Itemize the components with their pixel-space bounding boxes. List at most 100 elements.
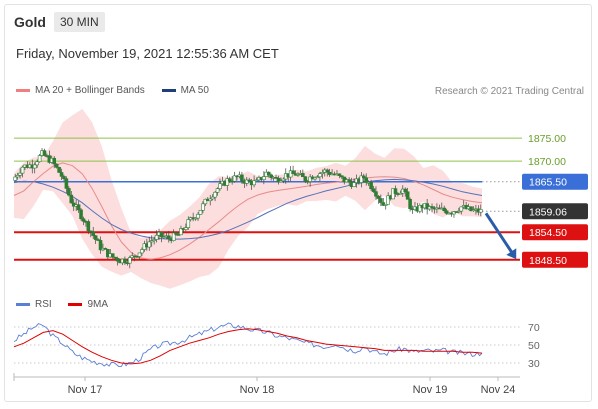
candle-body <box>383 203 388 206</box>
ma50-swatch-icon <box>161 89 176 92</box>
candle-body <box>230 180 234 183</box>
candle-body <box>430 206 434 209</box>
candle-body <box>81 218 86 222</box>
target-badge-4 <box>522 224 588 241</box>
candle-body <box>59 172 64 177</box>
candle-body <box>52 157 57 165</box>
candle-body <box>37 155 42 163</box>
legend-item-ma9: 9MA <box>68 299 108 310</box>
candle-body <box>369 181 373 190</box>
legend-label-rsi: RSI <box>35 299 52 310</box>
candle-body <box>210 196 215 200</box>
candle-body <box>86 221 91 232</box>
candle-body <box>149 240 154 243</box>
candle-body <box>152 239 156 241</box>
ma20-line <box>13 162 483 260</box>
candle-body <box>347 179 351 183</box>
candle-body <box>115 257 120 262</box>
candle-body <box>469 206 473 212</box>
rsi-tick-30: 30 <box>528 358 540 370</box>
candle-body <box>247 179 252 182</box>
candle-body <box>186 219 191 228</box>
candle-body <box>171 232 176 241</box>
candle-body <box>337 173 342 176</box>
candle-body <box>166 235 171 239</box>
chart-header: Gold 30 MIN <box>4 4 592 38</box>
ma50-line <box>13 178 483 240</box>
pivot-badge <box>522 173 588 190</box>
rsi-legend: RSI 9MA <box>16 298 122 310</box>
candle-body <box>215 188 220 193</box>
candle-body <box>91 231 96 236</box>
legend-item-rsi: RSI <box>16 299 52 310</box>
candle-body <box>376 195 381 199</box>
candle-body <box>208 198 213 202</box>
candle-body <box>393 188 398 194</box>
legend-item-ma50: MA 50 <box>161 85 209 96</box>
candle-body <box>88 230 93 233</box>
candle-body <box>279 180 283 183</box>
candle-body <box>35 161 39 166</box>
legend-item-ma20: MA 20 + Bollinger Bands <box>16 85 145 96</box>
candle-body <box>13 176 18 181</box>
target-label-4: 1854.50 <box>529 227 567 239</box>
candle-body <box>198 209 203 215</box>
candle-body <box>62 176 66 180</box>
candle-body <box>201 203 205 211</box>
candle-body <box>457 210 461 213</box>
candle-body <box>213 191 217 198</box>
candle-body <box>266 171 271 176</box>
candle-body <box>361 175 366 179</box>
x-tick-label-2: Nov 19 <box>413 384 448 396</box>
candle-body <box>98 240 103 251</box>
candle-body <box>418 204 422 212</box>
candle-body <box>442 207 447 212</box>
candle-body <box>301 173 305 178</box>
projection-arrow-head-icon <box>506 248 517 260</box>
candle-body <box>20 166 25 174</box>
candle-body <box>359 175 364 183</box>
candle-body <box>327 171 332 175</box>
candle-body <box>318 173 322 178</box>
candle-body <box>232 175 237 182</box>
candle-body <box>113 256 117 259</box>
candle-body <box>127 257 132 264</box>
timestamp: Friday, November 19, 2021 12:55:36 AM CE… <box>16 46 279 61</box>
ma20-swatch-icon <box>16 89 30 92</box>
candle-body <box>313 177 317 180</box>
candle-body <box>106 248 110 258</box>
candle-body <box>276 177 281 183</box>
candle-body <box>471 209 476 212</box>
candle-body <box>291 170 295 174</box>
candle-body <box>325 169 330 173</box>
candle-body <box>67 188 71 196</box>
candle-body <box>296 174 300 176</box>
rsi-tick-70: 70 <box>528 322 540 334</box>
candle-body <box>315 176 320 179</box>
candle-body <box>227 178 232 182</box>
timeframe-badge[interactable]: 30 MIN <box>54 12 105 32</box>
candle-body <box>252 180 256 186</box>
candle-body <box>42 150 47 156</box>
candle-body <box>364 177 369 183</box>
candle-body <box>179 228 183 236</box>
candle-body <box>218 183 222 189</box>
candle-body <box>444 210 449 214</box>
candle-body <box>262 176 266 181</box>
target-label-5: 1848.50 <box>529 255 567 267</box>
candlesticks <box>13 148 483 269</box>
candle-body <box>159 231 164 238</box>
candle-body <box>18 172 22 176</box>
candle-body <box>405 191 410 200</box>
research-credit: Research © 2021 Trading Central <box>434 86 584 97</box>
candle-body <box>137 252 142 257</box>
candle-body <box>162 236 166 238</box>
rsi-tick-50: 50 <box>528 340 540 352</box>
candle-body <box>352 182 356 187</box>
legend-label-ma9: 9MA <box>87 299 109 310</box>
projection-arrow-shaft <box>484 212 516 257</box>
candle-body <box>320 172 325 174</box>
candle-body <box>340 175 344 178</box>
ma9-swatch-icon <box>68 303 83 306</box>
